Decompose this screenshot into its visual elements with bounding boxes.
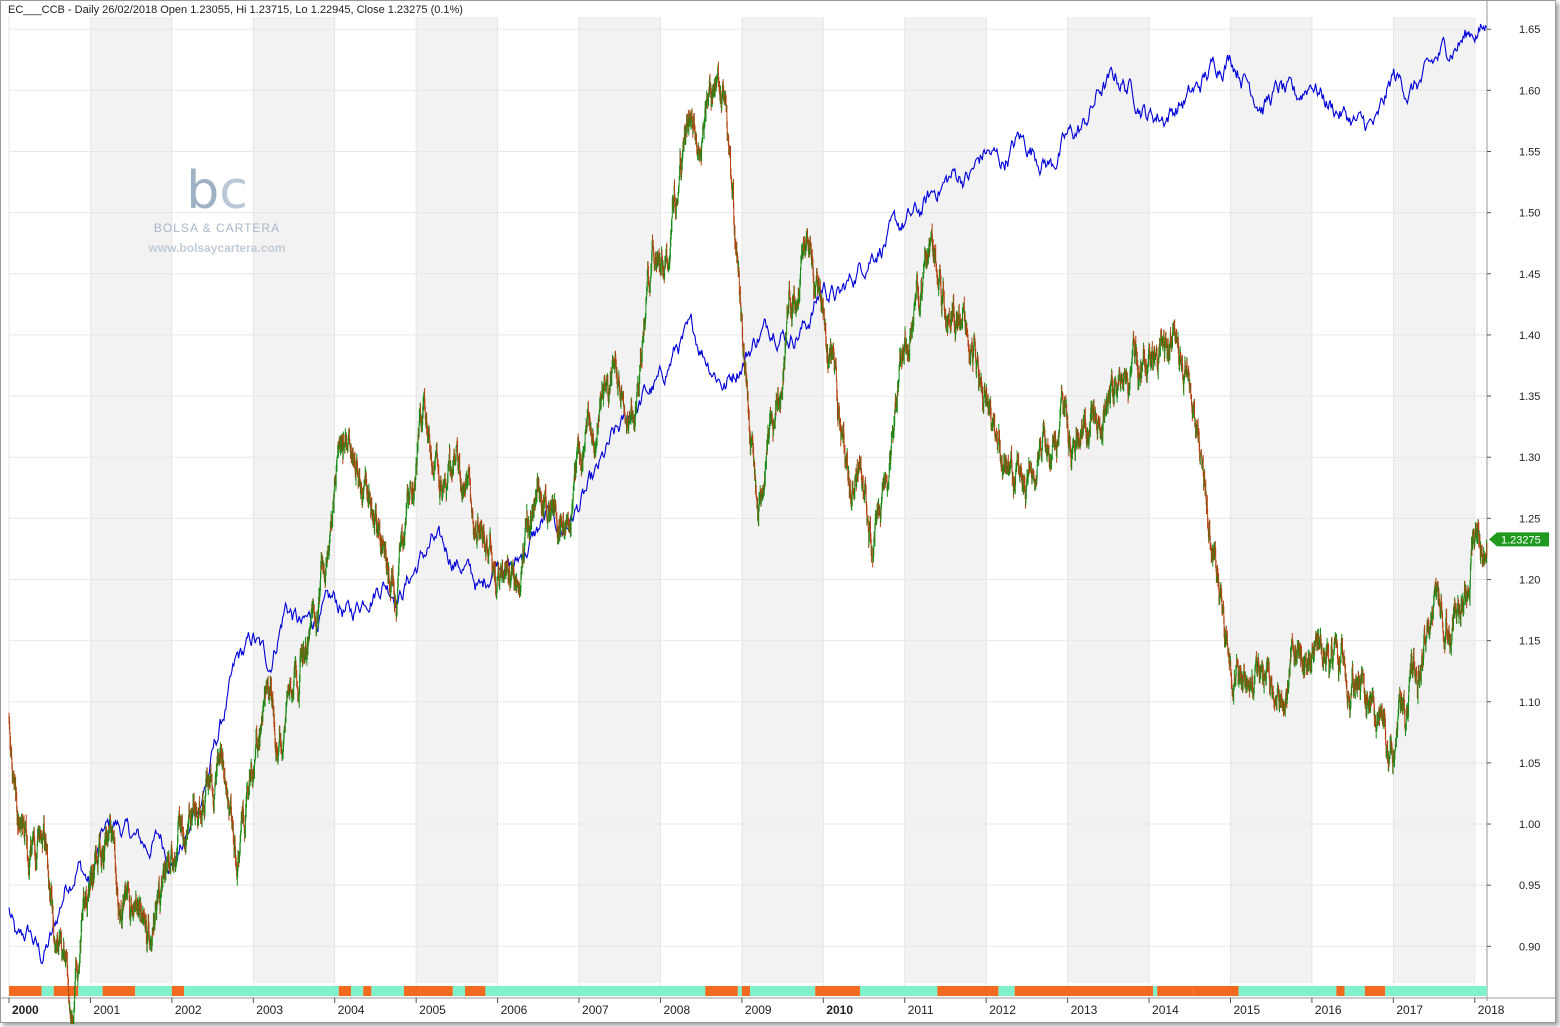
x-tick-label: 2008 — [663, 1003, 690, 1017]
trend-band-segment — [741, 986, 751, 996]
y-tick-label: 1.05 — [1519, 758, 1540, 770]
year-shade — [1393, 17, 1475, 983]
x-tick-label: 2005 — [419, 1003, 446, 1017]
y-tick-label: 1.55 — [1519, 147, 1540, 159]
trend-band-segment — [452, 986, 466, 996]
y-tick-label: 1.20 — [1519, 574, 1540, 586]
trend-band-segment — [937, 986, 999, 996]
year-shade — [1230, 17, 1312, 983]
trend-band-segment — [859, 986, 938, 996]
y-tick-label: 0.95 — [1519, 880, 1540, 892]
trend-band-segment — [135, 986, 172, 996]
trend-band-segment — [351, 986, 364, 996]
trend-band-segment — [363, 986, 372, 996]
trend-band-segment — [9, 986, 42, 996]
chart-header: EC___CCB - Daily 26/02/2018 Open 1.23055… — [8, 4, 463, 16]
trend-band-segment — [737, 986, 742, 996]
x-tick-label: 2000 — [12, 1003, 39, 1017]
y-tick-label: 0.90 — [1519, 941, 1540, 953]
x-tick-label: 2014 — [1152, 1003, 1179, 1017]
trend-band-segment — [465, 986, 486, 996]
y-tick-label: 1.25 — [1519, 513, 1540, 525]
year-shade — [253, 17, 335, 983]
y-tick-label: 1.15 — [1519, 636, 1540, 648]
x-tick-label: 2011 — [908, 1003, 934, 1017]
trend-band-segment — [1153, 986, 1158, 996]
year-shade — [579, 17, 661, 983]
x-tick-label: 2001 — [93, 1003, 120, 1017]
last-price-label: 1.23275 — [1501, 534, 1541, 546]
trend-band-segment — [338, 986, 352, 996]
year-shade — [416, 17, 498, 983]
trend-band-segment — [1014, 986, 1154, 996]
trend-band-segment — [1157, 986, 1194, 996]
x-tick-label: 2018 — [1478, 1003, 1505, 1017]
y-tick-label: 1.50 — [1519, 208, 1540, 220]
trend-band-segment — [485, 986, 706, 996]
y-tick-label: 1.45 — [1519, 269, 1540, 281]
y-tick-label: 1.10 — [1519, 697, 1540, 709]
trend-band-segment — [53, 986, 79, 996]
trend-band-segment — [998, 986, 1015, 996]
trend-band-segment — [41, 986, 54, 996]
trend-band-segment — [1238, 986, 1337, 996]
trend-band-segment — [1344, 986, 1365, 996]
comparison-series-line — [8, 23, 1487, 965]
trend-band-segment — [371, 986, 404, 996]
x-tick-label: 2016 — [1315, 1003, 1342, 1017]
trend-band-segment — [1364, 986, 1386, 996]
year-shade — [904, 17, 987, 983]
y-tick-label: 1.60 — [1519, 85, 1540, 97]
year-shade — [90, 17, 172, 983]
y-tick-label: 1.00 — [1519, 819, 1540, 831]
x-tick-label: 2012 — [989, 1003, 1016, 1017]
trend-band-segment — [171, 986, 185, 996]
y-tick-label: 1.30 — [1519, 452, 1540, 464]
trend-band-segment — [815, 986, 860, 996]
year-shade — [741, 17, 824, 983]
y-tick-label: 1.35 — [1519, 391, 1540, 403]
x-tick-label: 2004 — [338, 1003, 365, 1017]
x-tick-label: 2007 — [582, 1003, 609, 1017]
x-tick-label: 2006 — [501, 1003, 528, 1017]
x-tick-label: 2013 — [1071, 1003, 1098, 1017]
x-tick-label: 2009 — [745, 1003, 772, 1017]
x-tick-label: 2017 — [1396, 1003, 1423, 1017]
trend-band-segment — [403, 986, 453, 996]
year-shade — [1067, 17, 1150, 983]
trend-band-segment — [184, 986, 339, 996]
trend-band-segment — [705, 986, 738, 996]
x-tick-label: 2002 — [175, 1003, 202, 1017]
trend-band-segment — [750, 986, 816, 996]
x-tick-label: 2010 — [826, 1003, 853, 1017]
trend-band-segment — [1193, 986, 1239, 996]
trend-band-segment — [102, 986, 136, 996]
y-tick-label: 1.65 — [1519, 24, 1540, 36]
trend-band-segment — [1385, 986, 1487, 996]
last-price-tag — [1489, 532, 1549, 547]
y-tick-label: 1.40 — [1519, 330, 1540, 342]
trend-band-segment — [78, 986, 103, 996]
price-candles — [8, 61, 1488, 1024]
x-tick-label: 2015 — [1233, 1003, 1260, 1017]
trend-band-segment — [1336, 986, 1345, 996]
x-tick-label: 2003 — [256, 1003, 283, 1017]
